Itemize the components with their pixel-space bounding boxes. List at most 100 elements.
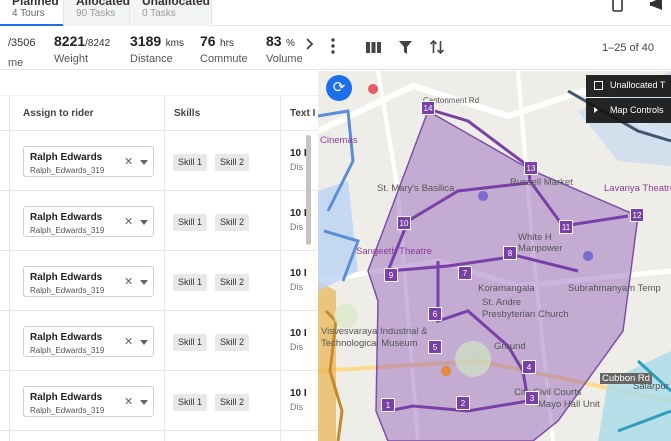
tab-unallocated-count: 0 Tasks — [142, 8, 176, 19]
more-vertical-icon[interactable] — [330, 38, 336, 54]
stat-distance-unit: kms — [165, 38, 184, 49]
stop-marker[interactable]: 10 — [397, 216, 411, 230]
sort-icon[interactable] — [430, 40, 444, 54]
stat-weight-unit: /8242 — [85, 38, 111, 49]
tab-planned-title: Planned — [12, 0, 59, 8]
text-cell: 10 I — [290, 148, 307, 159]
stop-marker[interactable]: 2 — [456, 396, 470, 410]
clear-icon[interactable]: ✕ — [124, 216, 134, 228]
skill-chip: Skill 1 — [173, 274, 208, 291]
stat-commute-unit: hrs — [220, 38, 234, 49]
map-label-city-civil-courts: City Civil Courts — [514, 387, 582, 398]
stop-marker[interactable]: 9 — [384, 268, 398, 282]
column-text[interactable]: Text I — [290, 108, 316, 119]
tab-unallocated[interactable]: Unallocated 0 Tasks — [130, 0, 212, 26]
rider-select[interactable]: Ralph Edwards Ralph_Edwards_319 ✕ — [23, 146, 154, 177]
rider-id: Ralph_Edwards_319 — [30, 346, 105, 355]
chevron-down-icon[interactable] — [140, 160, 148, 165]
text-cell: 10 I — [290, 328, 307, 339]
stat-partial-value: /3506 — [8, 37, 36, 49]
stop-marker[interactable]: 4 — [522, 360, 536, 374]
skill-chip: Skill 1 — [173, 394, 208, 411]
rider-select[interactable]: Ralph Edwards Ralph_Edwards_319 ✕ — [23, 206, 154, 237]
church-pin-icon — [478, 191, 489, 201]
stat-weight-value: 8221 — [54, 33, 86, 49]
unallocated-checkbox[interactable] — [594, 81, 603, 90]
table-row: Ralph Edwards Ralph_Edwards_319 ✕ Skill … — [0, 131, 318, 191]
map-label-st-marys-basilica: St. Mary's Basilica — [377, 183, 455, 194]
chevron-down-icon[interactable] — [140, 280, 148, 285]
stop-marker[interactable]: 12 — [630, 208, 644, 222]
chevron-down-icon[interactable] — [140, 220, 148, 225]
table-row: Ralph Edwards Ralph_Edwards_319 ✕ Skill … — [0, 251, 318, 311]
tab-allocated[interactable]: Allocated 90 Tasks — [64, 0, 130, 26]
tab-planned-count: 4 Tours — [12, 8, 45, 19]
column-assign-to-rider[interactable]: Assign to rider — [23, 108, 94, 119]
road — [318, 258, 671, 289]
tour-polygon — [367, 109, 639, 441]
map-label-sangeeth-theatre: Sangeeth Theatre — [356, 246, 432, 257]
chevron-right-icon[interactable] — [306, 38, 314, 50]
clear-icon[interactable]: ✕ — [124, 396, 134, 408]
unallocated-toggle[interactable]: Unallocated T — [586, 75, 671, 97]
tab-planned[interactable]: Planned 4 Tours — [0, 0, 64, 27]
stop-marker[interactable]: 7 — [458, 266, 472, 280]
skill-chip: Skill 2 — [215, 214, 250, 231]
map-controls-toggle[interactable]: Map Controls — [586, 98, 671, 123]
stat-volume: 83 % Volume — [266, 33, 302, 65]
stop-marker[interactable]: 1 — [381, 398, 395, 412]
stop-marker[interactable]: 14 — [421, 101, 435, 115]
stat-partial: /3506 me — [8, 33, 36, 69]
clear-icon[interactable]: ✕ — [124, 156, 134, 168]
stop-marker[interactable]: 11 — [559, 220, 573, 234]
rider-id: Ralph_Edwards_319 — [30, 166, 105, 175]
hospital-pin-icon — [368, 84, 379, 94]
map-label-salarpur: Salarpur — [633, 381, 669, 392]
column-skills[interactable]: Skills — [174, 108, 201, 119]
recenter-map-button[interactable]: ⟳ — [326, 75, 352, 101]
map-label-koramangala: Koramangala — [478, 283, 535, 294]
rider-select[interactable]: Ralph Edwards Ralph_Edwards_319 ✕ — [23, 386, 154, 417]
stat-partial-label: me — [8, 57, 24, 69]
text-cell: 10 I — [290, 268, 307, 279]
rider-assignment-table: Assign to rider Skills Text I Ralph Edwa… — [0, 71, 318, 441]
stop-marker[interactable]: 8 — [503, 246, 517, 260]
route-map[interactable]: Cubbon Rd Lavanya Theatre St. Mary's Bas… — [318, 71, 671, 441]
route-line-cyan — [617, 359, 671, 433]
skill-chip: Skill 1 — [173, 214, 208, 231]
stop-marker[interactable]: 6 — [428, 307, 442, 321]
clear-icon[interactable]: ✕ — [124, 336, 134, 348]
rider-select[interactable]: Ralph Edwards Ralph_Edwards_319 ✕ — [23, 326, 154, 357]
columns-icon[interactable] — [366, 42, 381, 53]
map-label-museum-line2: Technological Museum — [321, 338, 418, 349]
skill-chip: Skill 1 — [173, 334, 208, 351]
stop-marker[interactable]: 3 — [525, 391, 539, 405]
column-divider — [280, 95, 281, 441]
map-label-presbyterian-church: Presbyterian Church — [482, 309, 569, 320]
text-cell: 10 I — [290, 388, 307, 399]
rider-select[interactable]: Ralph Edwards Ralph_Edwards_319 ✕ — [23, 266, 154, 297]
stop-marker[interactable]: 13 — [524, 161, 538, 175]
megaphone-icon[interactable] — [648, 0, 668, 14]
map-label-manpower: Manpower — [518, 243, 563, 254]
stat-distance-value: 3189 — [130, 33, 162, 49]
table-row: Ralph Edwards Ralph_Edwards_319 ✕ Skill … — [0, 191, 318, 251]
text-cell-sub: Dis — [290, 402, 303, 412]
tab-allocated-title: Allocated — [76, 0, 131, 8]
map-label-subrahmanyam-temple: Subrahmanyam Temp — [568, 283, 661, 294]
route-line-orange — [324, 309, 344, 441]
route-line-blue — [318, 109, 360, 282]
tour-tabs: Planned 4 Tours Allocated 90 Tasks Unall… — [0, 0, 671, 27]
stop-marker[interactable]: 5 — [428, 340, 442, 354]
chevron-down-icon[interactable] — [140, 340, 148, 345]
clear-icon[interactable]: ✕ — [124, 276, 134, 288]
chevron-down-icon[interactable] — [140, 400, 148, 405]
rider-name: Ralph Edwards — [30, 212, 103, 223]
stat-commute-label: Commute — [200, 53, 248, 65]
skill-chip: Skill 2 — [215, 394, 250, 411]
filter-icon[interactable] — [399, 41, 412, 54]
table-scrollbar[interactable] — [306, 135, 311, 245]
park — [455, 341, 491, 377]
mobile-device-icon[interactable] — [610, 0, 626, 14]
rider-name: Ralph Edwards — [30, 392, 103, 403]
